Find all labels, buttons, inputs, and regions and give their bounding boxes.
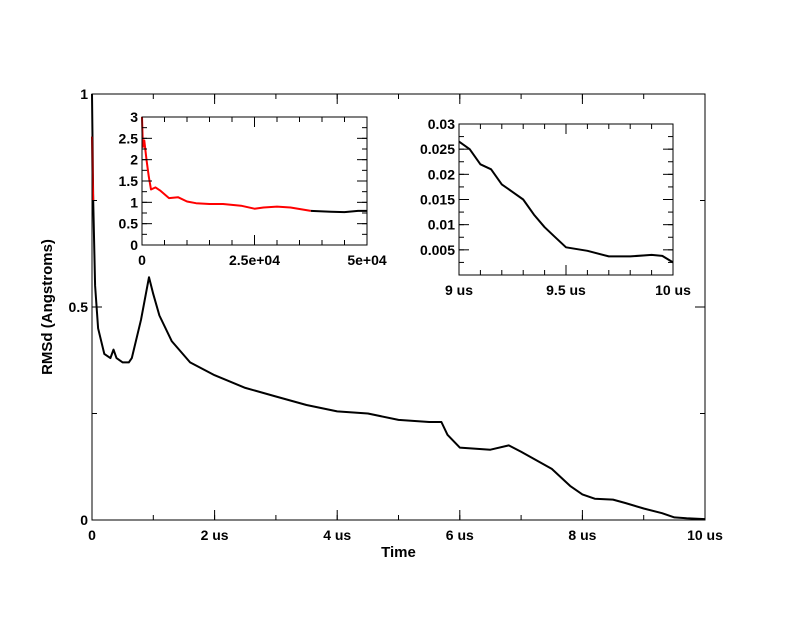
- main-x-tick-label: 10 us: [687, 527, 723, 543]
- main-x-tick-label: 2 us: [201, 527, 229, 543]
- inset-late-series-late: [458, 140, 674, 264]
- inset-early-plot: 0 2.5e+04 5e+04 0 0.5 1 1.5 2 2.5 3: [119, 109, 387, 268]
- y-axis-label: RMSd (Angstroms): [39, 239, 56, 375]
- inset-early-y-tick-label: 3: [130, 109, 138, 125]
- inset-early-y-tick-label: 0: [130, 237, 138, 253]
- inset-late-y-tick-label: 0.005: [420, 242, 455, 258]
- inset-late-y-tick-label: 0.015: [420, 192, 455, 208]
- inset-early-x-tick-label: 2.5e+04: [229, 252, 280, 268]
- inset-late-y-tick-label: 0.025: [420, 141, 455, 157]
- main-x-tick-label: 4 us: [323, 527, 351, 543]
- main-y-tick-label: 1: [80, 86, 88, 102]
- inset-early-y-tick-label: 0.5: [119, 216, 139, 232]
- main-series-rmsd: [91, 93, 706, 521]
- inset-early-y-tick-label: 2.5: [119, 130, 139, 146]
- main-y-tick-label: 0: [80, 512, 88, 528]
- main-y-tick-label: 0.5: [69, 299, 89, 315]
- inset-early-x-tick-label: 0: [138, 252, 146, 268]
- inset-late-x-tick-label: 9 us: [445, 282, 473, 298]
- inset-early-x-tick-label: 5e+04: [347, 252, 387, 268]
- inset-late-y-tick-label: 0.02: [428, 166, 455, 182]
- inset-late-x-tick-label: 9.5 us: [546, 282, 586, 298]
- inset-early-y-tick-label: 1.5: [119, 173, 139, 189]
- inset-late-y-tick-label: 0.03: [428, 116, 455, 132]
- inset-early-background: [142, 117, 367, 245]
- inset-early-series-early-black: [310, 209, 367, 214]
- inset-late-plot: 9 us 9.5 us 10 us 0.005 0.01 0.015 0.02 0.025 0.…: [420, 116, 691, 298]
- inset-late-y-tick-label: 0.01: [428, 217, 455, 233]
- main-x-tick-label: 6 us: [446, 527, 474, 543]
- inset-early-y-tick-label: 2: [130, 152, 138, 168]
- inset-late-x-tick-label: 10 us: [655, 282, 691, 298]
- main-x-tick-label: 0: [88, 527, 96, 543]
- inset-early-series-early-red: [141, 116, 311, 212]
- inset-late-background: [459, 124, 673, 275]
- inset-early-y-tick-label: 1: [130, 194, 138, 210]
- main-x-tick-label: 8 us: [568, 527, 596, 543]
- main-plot: 0 2 us 4 us 6 us 8 us 10 us 0 0.5 1 Time RMSd (Ang…: [39, 86, 723, 561]
- x-axis-label: Time: [381, 544, 416, 561]
